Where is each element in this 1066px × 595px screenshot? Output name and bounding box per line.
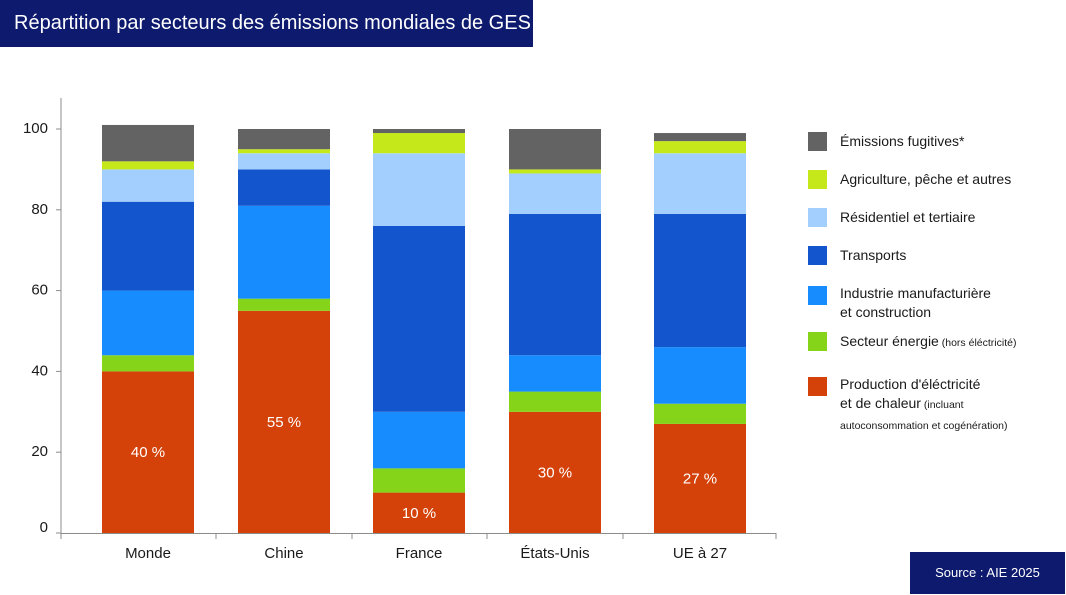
- x-tick-label: Monde: [125, 545, 171, 562]
- bar-segment: [238, 149, 330, 154]
- legend-label: Transports: [840, 247, 907, 263]
- legend-label: Secteur énergie (hors éléctricité): [840, 333, 1017, 349]
- legend-label: Agriculture, pêche et autres: [840, 171, 1012, 187]
- bar-segment: [654, 403, 746, 424]
- bar-segment: [509, 411, 601, 533]
- source-label: Source : AIE 2025: [910, 552, 1065, 594]
- x-tick-label: UE à 27: [673, 545, 727, 562]
- bar-segment: [654, 423, 746, 533]
- bar-segment: [654, 141, 746, 154]
- bar-segment: [509, 169, 601, 174]
- y-tick-label: 60: [31, 282, 48, 299]
- x-tick-label: États-Unis: [520, 545, 589, 562]
- y-tick-label: 100: [23, 120, 48, 137]
- bar-segment: [654, 153, 746, 214]
- stacked-bar-chart: 0 20 40 60 80 100 Monde 40 % Chine 55 % France 10 %…: [23, 98, 777, 562]
- bar-segment: [509, 391, 601, 412]
- x-tick-label: France: [396, 545, 443, 562]
- data-label: 40 %: [131, 444, 165, 461]
- x-tick-label: Chine: [264, 545, 303, 562]
- y-tick-label: 80: [31, 201, 48, 218]
- y-tick-label: 20: [31, 443, 48, 460]
- legend-swatch: [808, 286, 827, 305]
- bar-segment: [102, 290, 194, 356]
- bar-segment: [102, 371, 194, 533]
- bar-segment: [373, 225, 465, 412]
- legend-label: Production d'éléctricité et de chaleur (i…: [840, 376, 1008, 432]
- bar-segment: [102, 355, 194, 372]
- bar-segment: [373, 468, 465, 493]
- y-tick-label: 40: [31, 362, 48, 379]
- bar-segment: [238, 310, 330, 533]
- bar-segment: [238, 153, 330, 170]
- bar-segment: [102, 124, 194, 162]
- bar-segment: [373, 411, 465, 469]
- bar-segment: [373, 153, 465, 226]
- bar-segment: [238, 205, 330, 299]
- bar-segment: [373, 492, 465, 533]
- legend-label: Industrie manufacturière et construction: [840, 285, 991, 320]
- legend-swatch: [808, 377, 827, 396]
- legend-swatch: [808, 246, 827, 265]
- data-label: 10 %: [402, 505, 436, 522]
- bar-segment: [102, 161, 194, 170]
- legend-note: (hors éléctricité): [938, 337, 1017, 349]
- bar-segment: [238, 298, 330, 311]
- legend-label: Émissions fugitives*: [840, 133, 965, 149]
- bar-segment: [102, 169, 194, 202]
- bar-segment: [509, 355, 601, 392]
- data-label: 55 %: [267, 414, 301, 431]
- legend-swatch: [808, 132, 827, 151]
- chart-title: Répartition par secteurs des émissions m…: [0, 0, 533, 47]
- bar-segment: [238, 169, 330, 206]
- bar-segment: [102, 201, 194, 291]
- bar-segment: [373, 129, 465, 134]
- bar-segment: [654, 213, 746, 348]
- legend-swatch: [808, 170, 827, 189]
- data-label: 27 %: [683, 470, 717, 487]
- bar-segment: [238, 129, 330, 150]
- data-label: 30 %: [538, 464, 572, 481]
- bar-segment: [509, 129, 601, 170]
- legend-label: Résidentiel et tertiaire: [840, 209, 976, 225]
- y-tick-label: 0: [40, 519, 48, 536]
- bar-segment: [509, 173, 601, 214]
- bar-segment: [654, 133, 746, 142]
- bar-segment: [509, 213, 601, 356]
- bar-segment: [654, 347, 746, 404]
- legend-note: (incluant autoconsommation et cogénératio…: [840, 399, 1008, 432]
- legend-swatch: [808, 332, 827, 351]
- bar-segment: [373, 133, 465, 154]
- legend-swatch: [808, 208, 827, 227]
